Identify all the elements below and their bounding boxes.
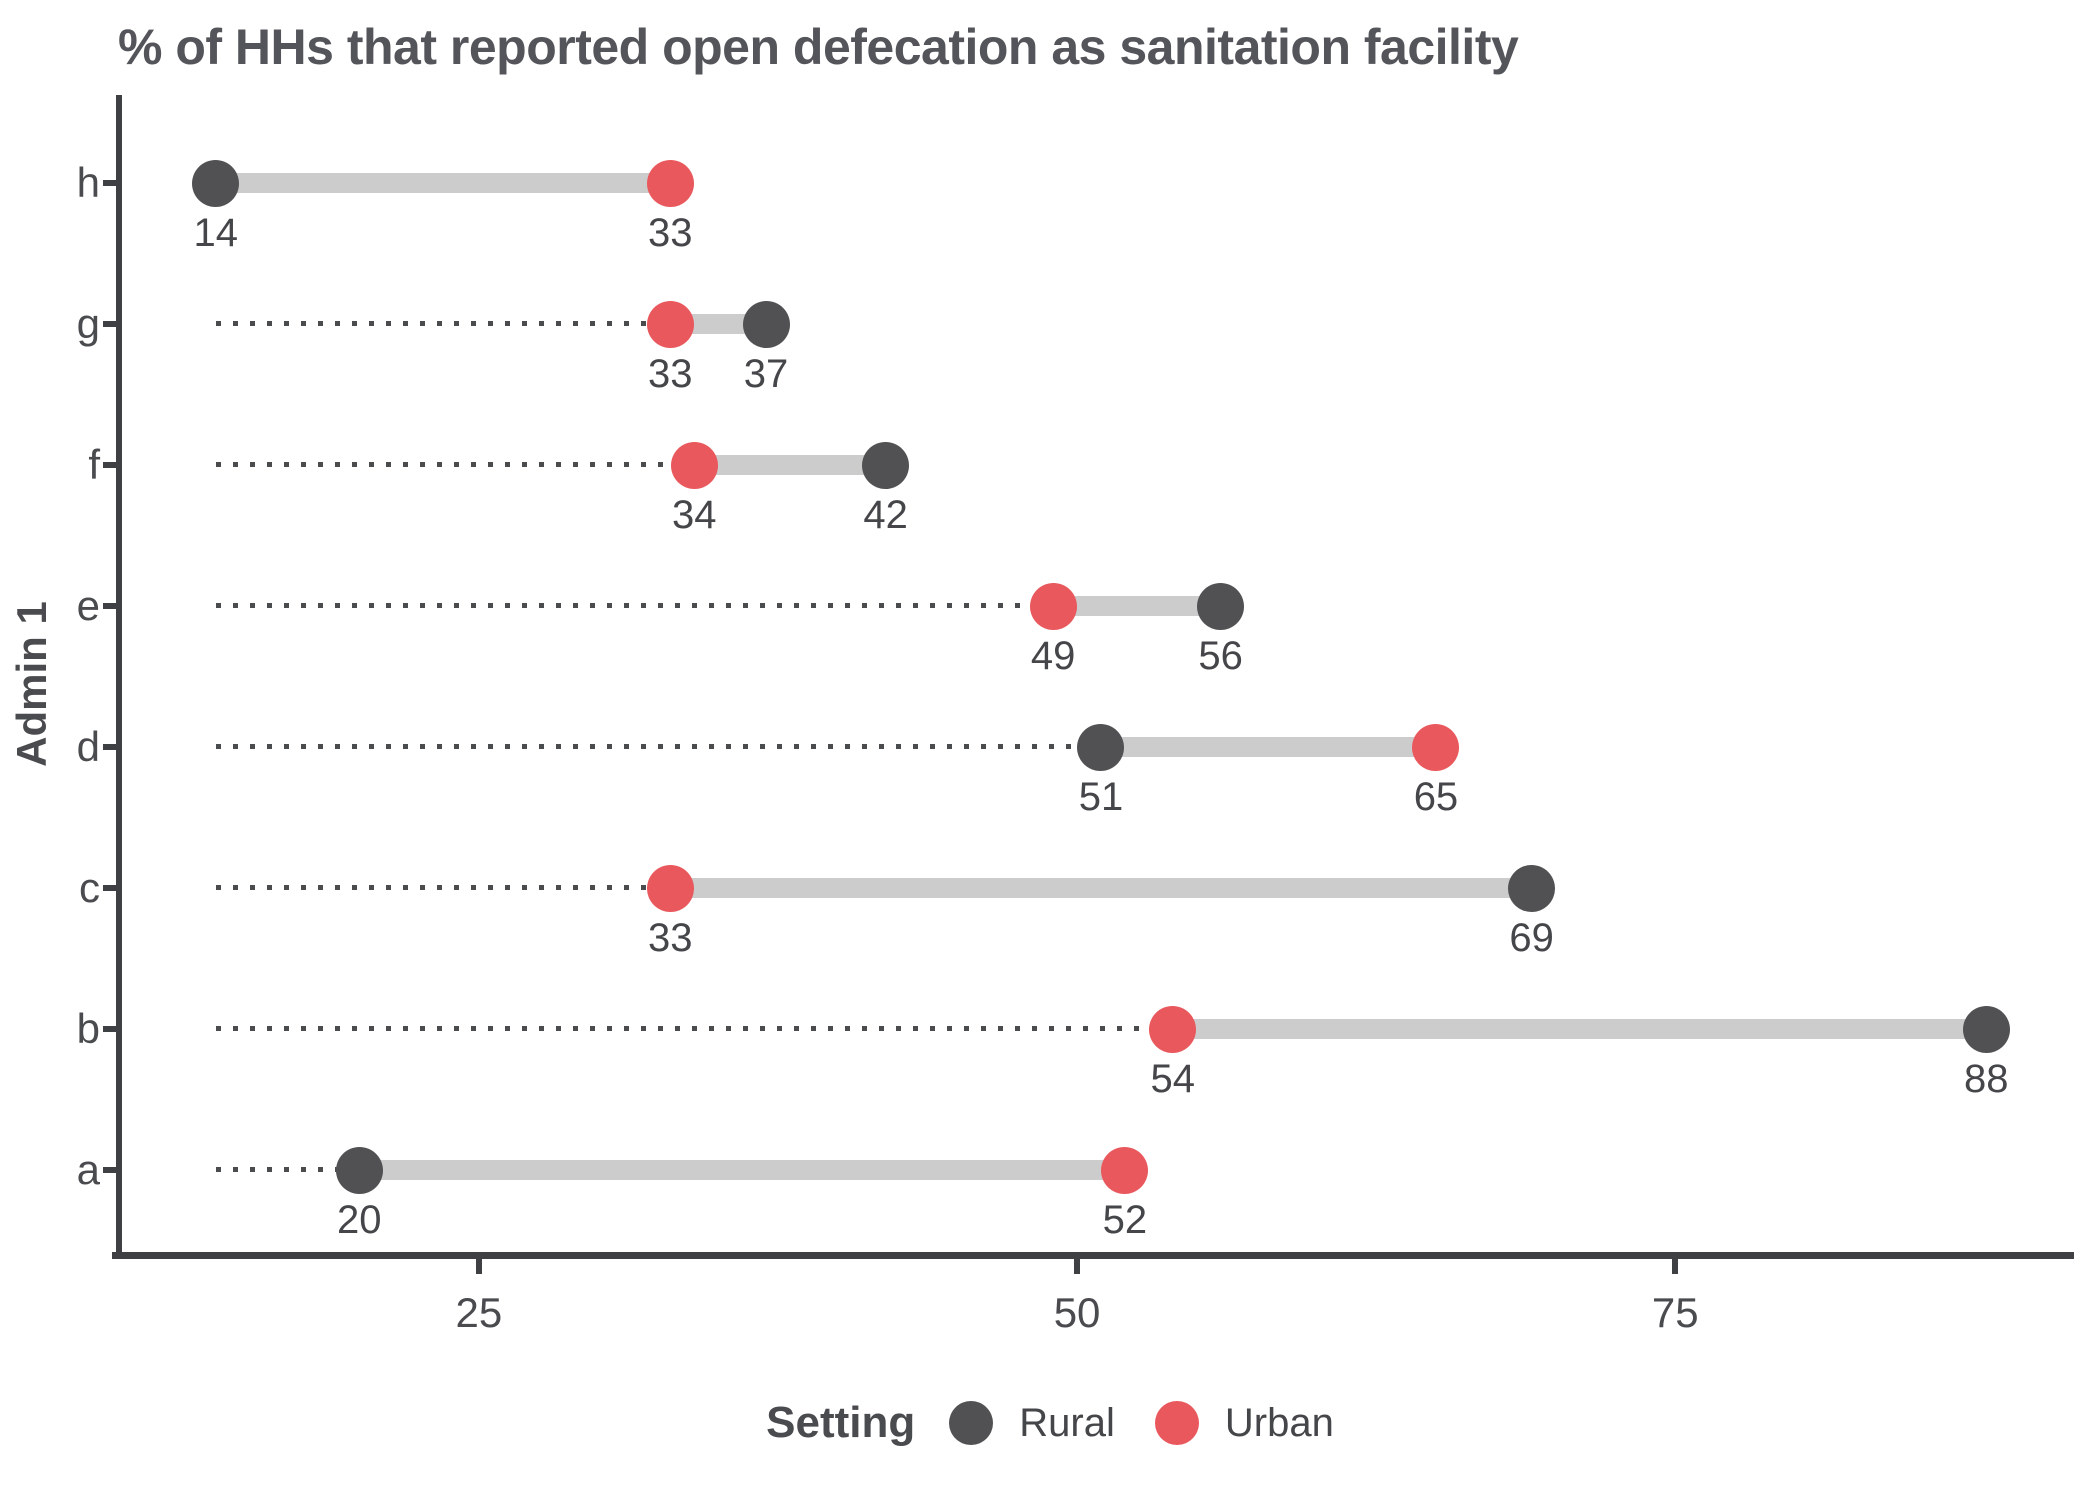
y-tick-mark bbox=[103, 603, 117, 609]
rural-value-label: 51 bbox=[1078, 775, 1124, 819]
urban-dot bbox=[646, 300, 694, 348]
urban-value-label: 34 bbox=[671, 493, 717, 537]
legend-title: Setting bbox=[766, 1398, 916, 1447]
urban-dot bbox=[670, 441, 718, 489]
dotted-leader-line bbox=[215, 603, 1054, 608]
x-tick-label: 50 bbox=[1053, 1289, 1101, 1336]
dumbbell-band bbox=[1100, 737, 1436, 757]
dotted-leader-line bbox=[215, 1167, 360, 1172]
dotted-leader-line bbox=[215, 744, 1101, 749]
x-tick-mark bbox=[475, 1259, 482, 1274]
y-tick-label: g bbox=[76, 300, 100, 347]
urban-dot bbox=[646, 864, 694, 912]
dumbbell-band bbox=[694, 455, 886, 475]
y-tick-mark bbox=[103, 180, 117, 186]
urban-dot bbox=[646, 159, 694, 207]
rural-dot bbox=[742, 300, 790, 348]
urban-dot bbox=[1101, 1146, 1149, 1194]
dumbbell-band bbox=[359, 1160, 1125, 1180]
y-tick-label: b bbox=[76, 1005, 100, 1052]
urban-value-label: 49 bbox=[1030, 634, 1076, 678]
rural-dot bbox=[862, 441, 910, 489]
rural-dot bbox=[1962, 1005, 2010, 1053]
rural-dot bbox=[1197, 582, 1245, 630]
urban-value-label: 65 bbox=[1413, 775, 1459, 819]
dotted-leader-line bbox=[215, 462, 695, 467]
legend: Setting Rural Urban bbox=[0, 1398, 2100, 1448]
y-tick-label: a bbox=[76, 1146, 100, 1193]
dumbbell-band bbox=[670, 878, 1532, 898]
x-tick-label: 25 bbox=[455, 1289, 503, 1336]
y-tick-mark bbox=[103, 462, 117, 468]
legend-items: Rural Urban bbox=[949, 1401, 1334, 1446]
x-tick-label: 75 bbox=[1651, 1289, 1699, 1336]
dumbbell-band bbox=[1053, 596, 1221, 616]
urban-dot bbox=[1149, 1005, 1197, 1053]
rural-value-label: 20 bbox=[337, 1198, 382, 1242]
rural-value-label: 88 bbox=[1964, 1057, 2009, 1101]
rural-value-label: 14 bbox=[193, 211, 238, 255]
legend-item-urban: Urban bbox=[1154, 1400, 1334, 1446]
dotted-leader-line bbox=[215, 885, 671, 890]
y-axis-line bbox=[116, 95, 122, 1258]
x-tick-mark bbox=[1074, 1259, 1081, 1274]
dotted-leader-line bbox=[215, 321, 671, 326]
legend-label: Rural bbox=[1019, 1400, 1115, 1445]
y-tick-label: h bbox=[76, 159, 100, 206]
rural-dot bbox=[1077, 723, 1125, 771]
rural-value-label: 69 bbox=[1509, 916, 1554, 960]
y-tick-mark bbox=[103, 1026, 117, 1032]
y-tick-label: d bbox=[76, 723, 100, 770]
rural-value-label: 37 bbox=[743, 352, 789, 396]
legend-label: Urban bbox=[1224, 1400, 1334, 1445]
y-tick-label: c bbox=[79, 864, 100, 911]
rural-value-label: 56 bbox=[1198, 634, 1243, 678]
dumbbell-band bbox=[215, 173, 671, 193]
y-tick-label: f bbox=[88, 441, 100, 488]
rural-value-label: 42 bbox=[863, 493, 908, 537]
urban-swatch-icon bbox=[1154, 1401, 1199, 1445]
dumbbell-band bbox=[1172, 1019, 1987, 1039]
rural-dot bbox=[335, 1146, 383, 1194]
y-tick-mark bbox=[103, 885, 117, 891]
x-axis-line bbox=[112, 1252, 2074, 1259]
y-tick-mark bbox=[103, 744, 117, 750]
dotted-leader-line bbox=[215, 1026, 1173, 1031]
chart-title: % of HHs that reported open defecation a… bbox=[118, 19, 1519, 75]
rural-dot bbox=[1508, 864, 1556, 912]
urban-dot bbox=[1029, 582, 1077, 630]
y-tick-label: e bbox=[76, 582, 100, 629]
urban-dot bbox=[1412, 723, 1460, 771]
urban-value-label: 33 bbox=[648, 211, 693, 255]
legend-item-rural: Rural bbox=[949, 1401, 1115, 1446]
urban-value-label: 33 bbox=[648, 352, 693, 396]
dumbbell-band bbox=[670, 314, 766, 334]
urban-value-label: 33 bbox=[648, 916, 693, 960]
y-tick-mark bbox=[103, 321, 117, 327]
urban-value-label: 52 bbox=[1102, 1198, 1148, 1242]
rural-swatch-icon bbox=[949, 1401, 994, 1445]
y-tick-mark bbox=[103, 1167, 117, 1173]
urban-value-label: 54 bbox=[1150, 1057, 1196, 1101]
x-tick-mark bbox=[1672, 1259, 1679, 1274]
rural-dot bbox=[192, 159, 240, 207]
